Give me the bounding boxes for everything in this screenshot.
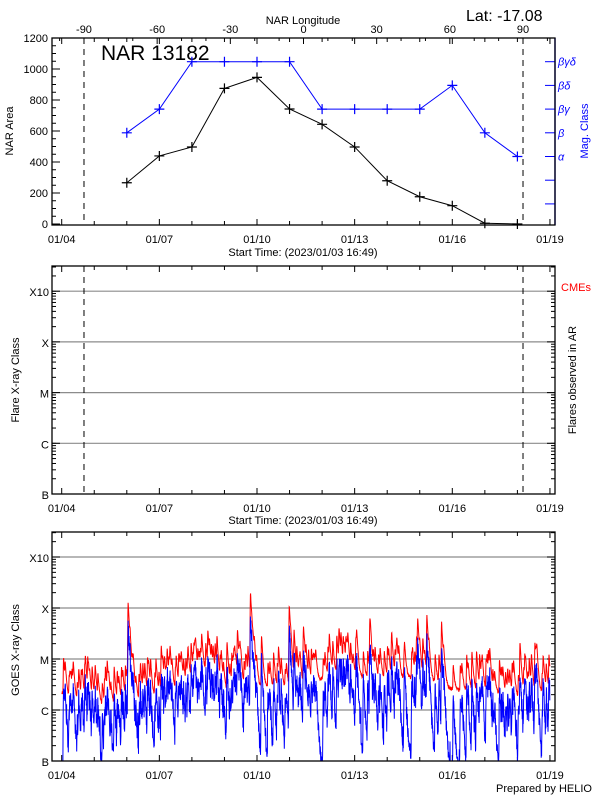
mag-class-point — [414, 104, 425, 115]
mag-class-point — [186, 56, 197, 67]
top-panel-xlabel: Start Time: (2023/01/03 16:49) — [228, 247, 377, 259]
goes-class-ylabel: GOES X-ray Class — [10, 604, 22, 696]
x-tick-label: 01/16 — [439, 503, 467, 515]
longitude-axis-label: NAR Longitude — [266, 15, 341, 27]
mag-class-point — [349, 104, 360, 115]
x-tick-label: 01/10 — [243, 770, 271, 782]
y-tick-label: 200 — [30, 188, 48, 200]
mag-class-point — [317, 104, 328, 115]
longitude-tick-label: 60 — [444, 24, 456, 36]
y-tick-label: B — [42, 490, 49, 502]
plot-layers: 0 200 400 600 800 1000 1200 -90 -60 -30 0 30 60 90 01/… — [24, 24, 577, 782]
goes-long-channel-line — [61, 593, 551, 704]
nar-area-point — [219, 83, 230, 94]
mag-class-point — [479, 127, 490, 138]
mag-class-point — [512, 151, 523, 162]
y-tick-label: C — [41, 706, 49, 718]
y-tick-label: X — [42, 604, 50, 616]
x-tick-label: 01/04 — [48, 503, 76, 515]
plot-frame — [51, 531, 556, 762]
longitude-tick-label: 90 — [517, 24, 529, 36]
mag-class-point — [219, 56, 230, 67]
longitude-tick-label: 0 — [300, 24, 306, 36]
y-tick-label: 0 — [42, 219, 48, 231]
y-tick-label: X10 — [29, 553, 49, 565]
nar-area-point — [252, 72, 262, 83]
longitude-tick-label: -30 — [222, 24, 238, 36]
nar-area-point — [414, 191, 425, 202]
x-tick-label: 01/19 — [536, 234, 564, 246]
prepared-by-footer: Prepared by HELIO — [496, 783, 592, 795]
nar-area-point — [512, 219, 523, 229]
nar-area-point — [121, 177, 132, 188]
plot-frame — [51, 265, 556, 495]
nar-area-point — [284, 103, 295, 114]
nar-area-point — [447, 200, 458, 211]
y-tick-label: M — [40, 655, 49, 667]
longitude-tick-label: 30 — [371, 24, 383, 36]
x-tick-label: 01/16 — [439, 770, 467, 782]
mag-class-tick-label: βγ — [557, 104, 571, 116]
cmes-legend: CMEs — [561, 282, 591, 294]
longitude-tick-label: -90 — [76, 24, 92, 36]
x-tick-label: 01/10 — [243, 503, 271, 515]
mag-class-point — [252, 56, 262, 67]
x-tick-label: 01/07 — [146, 234, 174, 246]
x-tick-label: 01/16 — [439, 234, 467, 246]
longitude-tick-label: -60 — [149, 24, 165, 36]
region-title: NAR 13182 — [101, 42, 210, 65]
y-tick-label: 400 — [30, 157, 48, 169]
y-tick-label: 600 — [30, 126, 48, 138]
flare-class-ylabel: Flare X-ray Class — [10, 337, 22, 422]
plot-frame — [51, 37, 556, 226]
x-tick-label: 01/10 — [243, 234, 271, 246]
flares-observed-ylabel: Flares observed in AR — [567, 326, 579, 434]
y-tick-label: B — [42, 757, 49, 769]
mag-class-point — [121, 127, 132, 138]
nar-area-point — [349, 141, 360, 152]
mag-class-point — [154, 104, 165, 115]
y-tick-label: X — [42, 338, 50, 350]
y-tick-label: 1200 — [24, 33, 48, 45]
x-tick-label: 01/13 — [341, 770, 369, 782]
x-tick-label: 01/19 — [536, 770, 564, 782]
x-tick-label: 01/04 — [48, 234, 76, 246]
nar-area-ylabel: NAR Area — [4, 106, 16, 156]
x-tick-label: 01/07 — [146, 503, 174, 515]
x-tick-label: 01/13 — [341, 234, 369, 246]
mag-class-point — [447, 80, 458, 91]
mag-class-tick-label: α — [558, 152, 565, 164]
y-tick-label: C — [41, 439, 49, 451]
x-tick-label: 01/13 — [341, 503, 369, 515]
middle-panel-xlabel: Start Time: (2023/01/03 16:49) — [228, 515, 377, 527]
mag-class-point — [284, 56, 295, 67]
nar-area-point — [186, 141, 197, 152]
x-tick-label: 01/19 — [536, 503, 564, 515]
mag-class-tick-label: βδ — [557, 80, 571, 92]
nar-area-line — [126, 76, 518, 225]
mag-class-tick-label: β — [557, 128, 565, 140]
y-tick-label: X10 — [29, 287, 49, 299]
x-tick-label: 01/04 — [48, 770, 76, 782]
y-tick-label: M — [40, 389, 49, 401]
mag-class-ylabel: Mag. Class — [579, 103, 591, 159]
goes-short-channel-line — [61, 616, 551, 762]
nar-area-point — [317, 119, 328, 130]
nar-area-point — [154, 150, 165, 161]
nar-area-point — [479, 218, 490, 229]
y-tick-label: 1000 — [24, 64, 48, 76]
mag-class-point — [382, 104, 393, 115]
nar-area-point — [382, 175, 393, 186]
mag-class-tick-label: βγδ — [557, 57, 577, 69]
latitude-label: Lat: -17.08 — [466, 8, 543, 25]
y-tick-label: 800 — [30, 95, 48, 107]
x-tick-label: 01/07 — [146, 770, 174, 782]
